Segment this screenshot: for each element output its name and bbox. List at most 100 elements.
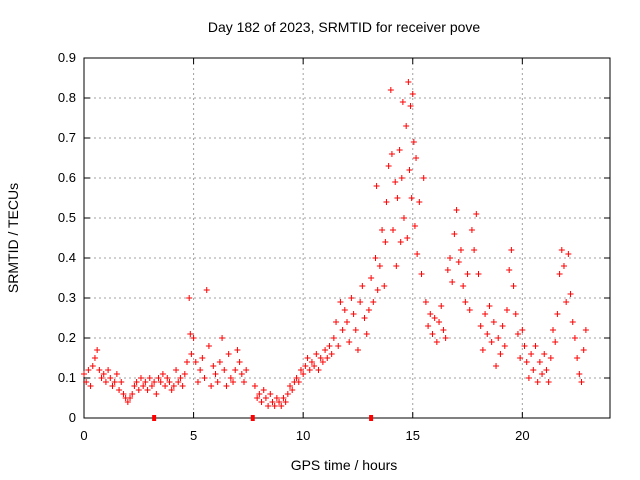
data-point xyxy=(181,371,188,377)
y-tick-label: 0.6 xyxy=(58,170,76,185)
data-point xyxy=(155,375,162,381)
data-point xyxy=(359,283,366,289)
data-point xyxy=(510,283,517,289)
data-point xyxy=(306,367,313,373)
data-point xyxy=(392,179,399,185)
data-point xyxy=(287,383,294,389)
data-point xyxy=(545,379,552,385)
data-point xyxy=(85,367,92,373)
data-point xyxy=(234,347,241,353)
data-point xyxy=(397,239,404,245)
data-point xyxy=(346,339,353,345)
data-point xyxy=(297,367,304,373)
y-tick-labels: 0 0.1 0.2 0.3 0.4 0.5 0.6 0.7 0.8 0.9 xyxy=(58,50,76,425)
axis-ticks xyxy=(83,57,610,419)
data-point xyxy=(300,371,307,377)
data-point xyxy=(556,271,563,277)
data-point xyxy=(151,379,158,385)
data-point xyxy=(227,375,234,381)
data-points xyxy=(81,79,589,409)
data-point xyxy=(333,319,340,325)
data-point xyxy=(221,367,228,373)
chart-title: Day 182 of 2023, SRMTID for receiver pov… xyxy=(208,19,481,35)
data-point xyxy=(238,371,245,377)
data-point xyxy=(91,355,98,361)
data-point xyxy=(394,195,401,201)
data-point xyxy=(471,247,478,253)
data-point xyxy=(335,343,342,349)
data-point xyxy=(560,263,567,269)
data-point xyxy=(440,327,447,333)
data-point xyxy=(243,367,250,373)
data-point xyxy=(177,375,184,381)
data-point xyxy=(390,227,397,233)
data-point xyxy=(357,299,364,305)
data-point xyxy=(433,339,440,345)
x-tick-label: 10 xyxy=(296,428,310,443)
data-point xyxy=(455,259,462,265)
y-tick-label: 0.5 xyxy=(58,210,76,225)
data-point xyxy=(477,323,484,329)
data-point xyxy=(420,175,427,181)
data-point xyxy=(262,395,269,401)
data-point xyxy=(100,371,107,377)
data-point xyxy=(376,263,383,269)
data-point xyxy=(438,303,445,309)
data-point xyxy=(326,343,333,349)
data-point xyxy=(444,267,451,273)
data-point xyxy=(490,319,497,325)
data-point xyxy=(199,355,206,361)
data-point xyxy=(406,167,413,173)
data-point xyxy=(322,347,329,353)
data-point xyxy=(528,351,535,357)
data-point xyxy=(289,387,296,393)
data-point xyxy=(94,347,101,353)
data-point xyxy=(232,367,239,373)
data-point xyxy=(368,275,375,281)
data-point xyxy=(503,307,510,313)
data-point xyxy=(418,271,425,277)
data-point xyxy=(407,103,414,109)
data-point xyxy=(416,199,423,205)
data-point xyxy=(251,383,258,389)
data-point xyxy=(131,383,138,389)
data-point xyxy=(460,283,467,289)
data-point xyxy=(350,311,357,317)
data-point xyxy=(324,355,331,361)
y-tick-label: 0.2 xyxy=(58,330,76,345)
data-point xyxy=(482,311,489,317)
data-point xyxy=(379,227,386,233)
data-point xyxy=(168,387,175,393)
bottom-markers xyxy=(152,415,374,421)
y-axis-title: SRMTID / TECUs xyxy=(5,183,21,293)
data-point xyxy=(571,335,578,341)
bottom-marker xyxy=(250,415,255,421)
data-point xyxy=(186,295,193,301)
data-point xyxy=(144,387,151,393)
data-point xyxy=(517,355,524,361)
y-tick-label: 0.8 xyxy=(58,90,76,105)
x-tick-label: 0 xyxy=(80,428,87,443)
data-point xyxy=(536,359,543,365)
data-point xyxy=(501,343,508,349)
data-point xyxy=(205,343,212,349)
data-point xyxy=(404,235,411,241)
data-point xyxy=(508,247,515,253)
data-point xyxy=(267,391,274,397)
y-tick-label: 0.4 xyxy=(58,250,76,265)
data-point xyxy=(576,371,583,377)
data-point xyxy=(271,403,278,409)
data-point xyxy=(219,335,226,341)
data-point xyxy=(484,331,491,337)
data-point xyxy=(295,379,302,385)
data-point xyxy=(216,359,223,365)
data-point xyxy=(304,355,311,361)
data-point xyxy=(159,371,166,377)
data-point xyxy=(370,299,377,305)
data-point xyxy=(427,311,434,317)
data-point xyxy=(127,395,134,401)
data-point xyxy=(552,339,559,345)
data-point xyxy=(157,379,164,385)
data-point xyxy=(153,391,160,397)
